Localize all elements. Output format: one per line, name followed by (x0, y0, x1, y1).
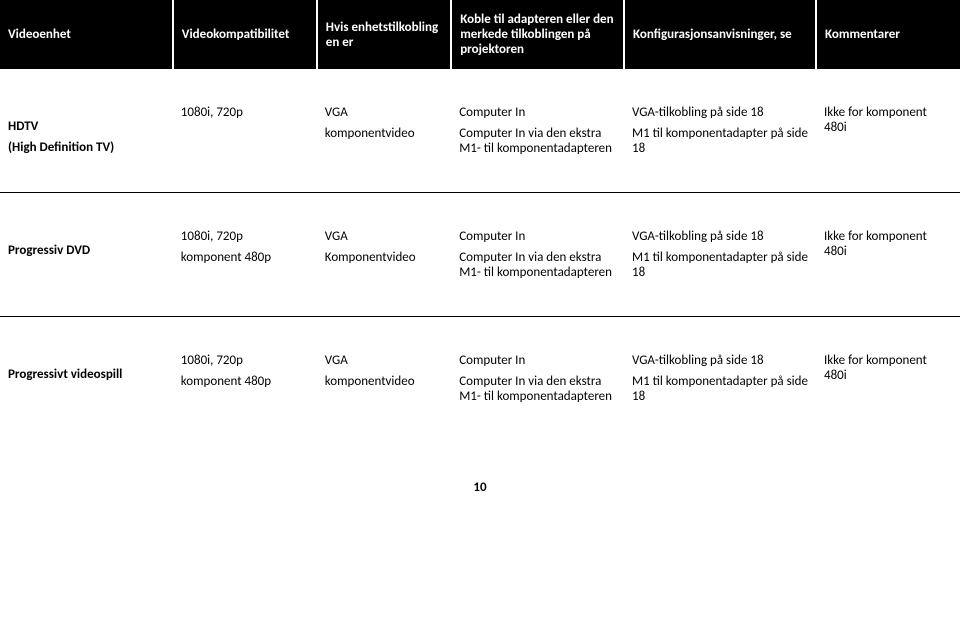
table-row: HDTV (High Definition TV) 1080i, 720p VG… (0, 69, 960, 193)
adapter-line2: Computer In via den ekstra M1- til kompo… (459, 126, 616, 156)
header-koble-til: Koble til adapteren eller den merkede ti… (451, 0, 624, 69)
comments-line: Ikke for komponent 480i (824, 353, 952, 383)
config-line1: VGA-tilkobling på side 18 (632, 105, 808, 120)
comments-line: Ikke for komponent 480i (824, 105, 952, 135)
cell-compat: 1080i, 720p komponent 480p (173, 193, 317, 317)
cell-adapter: Computer In Computer In via den ekstra M… (451, 317, 624, 441)
conn-line1: VGA (325, 105, 443, 120)
cell-adapter: Computer In Computer In via den ekstra M… (451, 193, 624, 317)
header-konfigurasjon: Konfigurasjonsanvisninger, se (624, 0, 816, 69)
compat-line2: komponent 480p (181, 250, 309, 265)
comments-line: Ikke for komponent 480i (824, 229, 952, 259)
cell-connection: VGA komponentvideo (317, 69, 451, 193)
conn-line2: komponentvideo (325, 126, 443, 141)
video-compatibility-table: Videoenhet Videokompatibilitet Hvis enhe… (0, 0, 960, 440)
adapter-line2: Computer In via den ekstra M1- til kompo… (459, 374, 616, 404)
cell-device: HDTV (High Definition TV) (0, 69, 173, 193)
config-line2: M1 til komponentadapter på side 18 (632, 250, 808, 280)
config-line2: M1 til komponentadapter på side 18 (632, 126, 808, 156)
cell-compat: 1080i, 720p (173, 69, 317, 193)
cell-comments: Ikke for komponent 480i (816, 69, 960, 193)
adapter-line2: Computer In via den ekstra M1- til kompo… (459, 250, 616, 280)
compat-line1: 1080i, 720p (181, 229, 309, 244)
adapter-line1: Computer In (459, 229, 616, 244)
cell-config: VGA-tilkobling på side 18 M1 til kompone… (624, 69, 816, 193)
cell-compat: 1080i, 720p komponent 480p (173, 317, 317, 441)
cell-connection: VGA komponentvideo (317, 317, 451, 441)
device-name: Progressivt videospill (8, 367, 165, 382)
conn-line1: VGA (325, 353, 443, 368)
config-line1: VGA-tilkobling på side 18 (632, 229, 808, 244)
header-kommentarer: Kommentarer (816, 0, 960, 69)
compat-line1: 1080i, 720p (181, 353, 309, 368)
cell-comments: Ikke for komponent 480i (816, 317, 960, 441)
adapter-line1: Computer In (459, 105, 616, 120)
table-header: Videoenhet Videokompatibilitet Hvis enhe… (0, 0, 960, 69)
conn-line2: Komponentvideo (325, 250, 443, 265)
config-line2: M1 til komponentadapter på side 18 (632, 374, 808, 404)
cell-connection: VGA Komponentvideo (317, 193, 451, 317)
conn-line1: VGA (325, 229, 443, 244)
adapter-line1: Computer In (459, 353, 616, 368)
header-videokompatibilitet: Videokompatibilitet (173, 0, 317, 69)
device-name: Progressiv DVD (8, 243, 165, 258)
table-row: Progressiv DVD 1080i, 720p komponent 480… (0, 193, 960, 317)
cell-config: VGA-tilkobling på side 18 M1 til kompone… (624, 317, 816, 441)
page-number: 10 (0, 440, 960, 505)
cell-adapter: Computer In Computer In via den ekstra M… (451, 69, 624, 193)
table-row: Progressivt videospill 1080i, 720p kompo… (0, 317, 960, 441)
device-name: HDTV (8, 119, 165, 134)
cell-config: VGA-tilkobling på side 18 M1 til kompone… (624, 193, 816, 317)
cell-device: Progressivt videospill (0, 317, 173, 441)
conn-line2: komponentvideo (325, 374, 443, 389)
cell-device: Progressiv DVD (0, 193, 173, 317)
config-line1: VGA-tilkobling på side 18 (632, 353, 808, 368)
device-sub: (High Definition TV) (8, 140, 165, 155)
compat-line1: 1080i, 720p (181, 105, 309, 120)
header-enhetstilkobling: Hvis enhetstilkobling en er (317, 0, 451, 69)
compat-line2: komponent 480p (181, 374, 309, 389)
header-videoenhet: Videoenhet (0, 0, 173, 69)
cell-comments: Ikke for komponent 480i (816, 193, 960, 317)
